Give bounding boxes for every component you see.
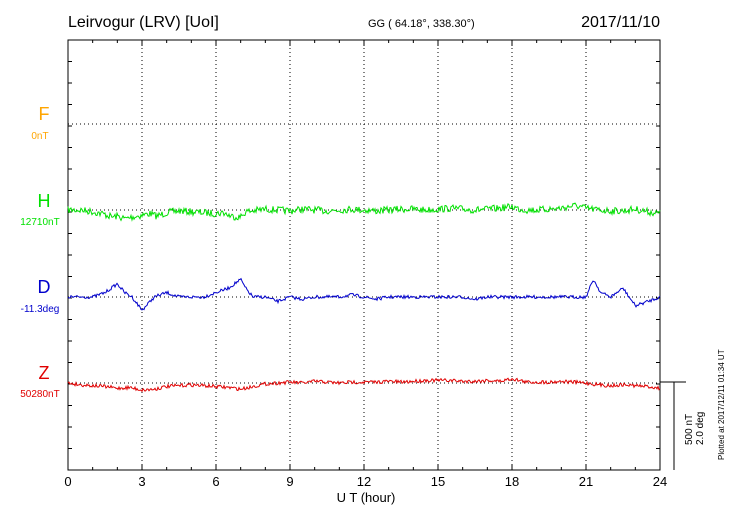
- component-baseline-h: 12710nT: [20, 217, 59, 228]
- vertical-gridlines: [141, 40, 587, 470]
- x-tick-label: 15: [431, 474, 445, 489]
- station-coordinates: GG ( 64.18°, 338.30°): [368, 18, 475, 30]
- component-label-f: F: [39, 104, 50, 124]
- x-tick-label: 18: [505, 474, 519, 489]
- component-labels: F 0nT H 12710nT D -11.3deg Z 50280nT: [20, 104, 59, 400]
- component-baseline-f: 0nT: [31, 131, 48, 142]
- station-title: Leirvogur (LRV) [UoI]: [68, 14, 219, 31]
- component-baseline-z: 50280nT: [20, 389, 59, 400]
- plotted-timestamp: Plotted at 2017/12/11 01:34 UT: [717, 349, 726, 460]
- plot-date: 2017/11/10: [581, 14, 660, 31]
- scale-bar: 500 nT 2.0 deg: [660, 381, 706, 470]
- x-tick-label: 12: [357, 474, 371, 489]
- scale-deg-label: 2.0 deg: [695, 412, 706, 445]
- x-tick-label: 0: [64, 474, 71, 489]
- component-label-z: Z: [39, 363, 50, 383]
- scale-nt-label: 500 nT: [684, 414, 695, 445]
- x-axis-label: U T (hour): [337, 490, 396, 505]
- x-tick-label: 9: [286, 474, 293, 489]
- series-line-z: [67, 377, 661, 393]
- x-tick-label: 21: [579, 474, 593, 489]
- series-line-d: [67, 277, 661, 311]
- series-lines: [67, 202, 661, 393]
- component-baseline-d: -11.3deg: [21, 304, 60, 315]
- component-label-d: D: [38, 277, 51, 297]
- x-tick-label: 6: [212, 474, 219, 489]
- component-label-h: H: [38, 191, 51, 211]
- x-axis-ticks: 0 3 6 9 12 15 18 21 24: [64, 39, 667, 489]
- x-tick-label: 24: [653, 474, 667, 489]
- series-line-h: [67, 202, 661, 222]
- x-tick-label: 3: [138, 474, 145, 489]
